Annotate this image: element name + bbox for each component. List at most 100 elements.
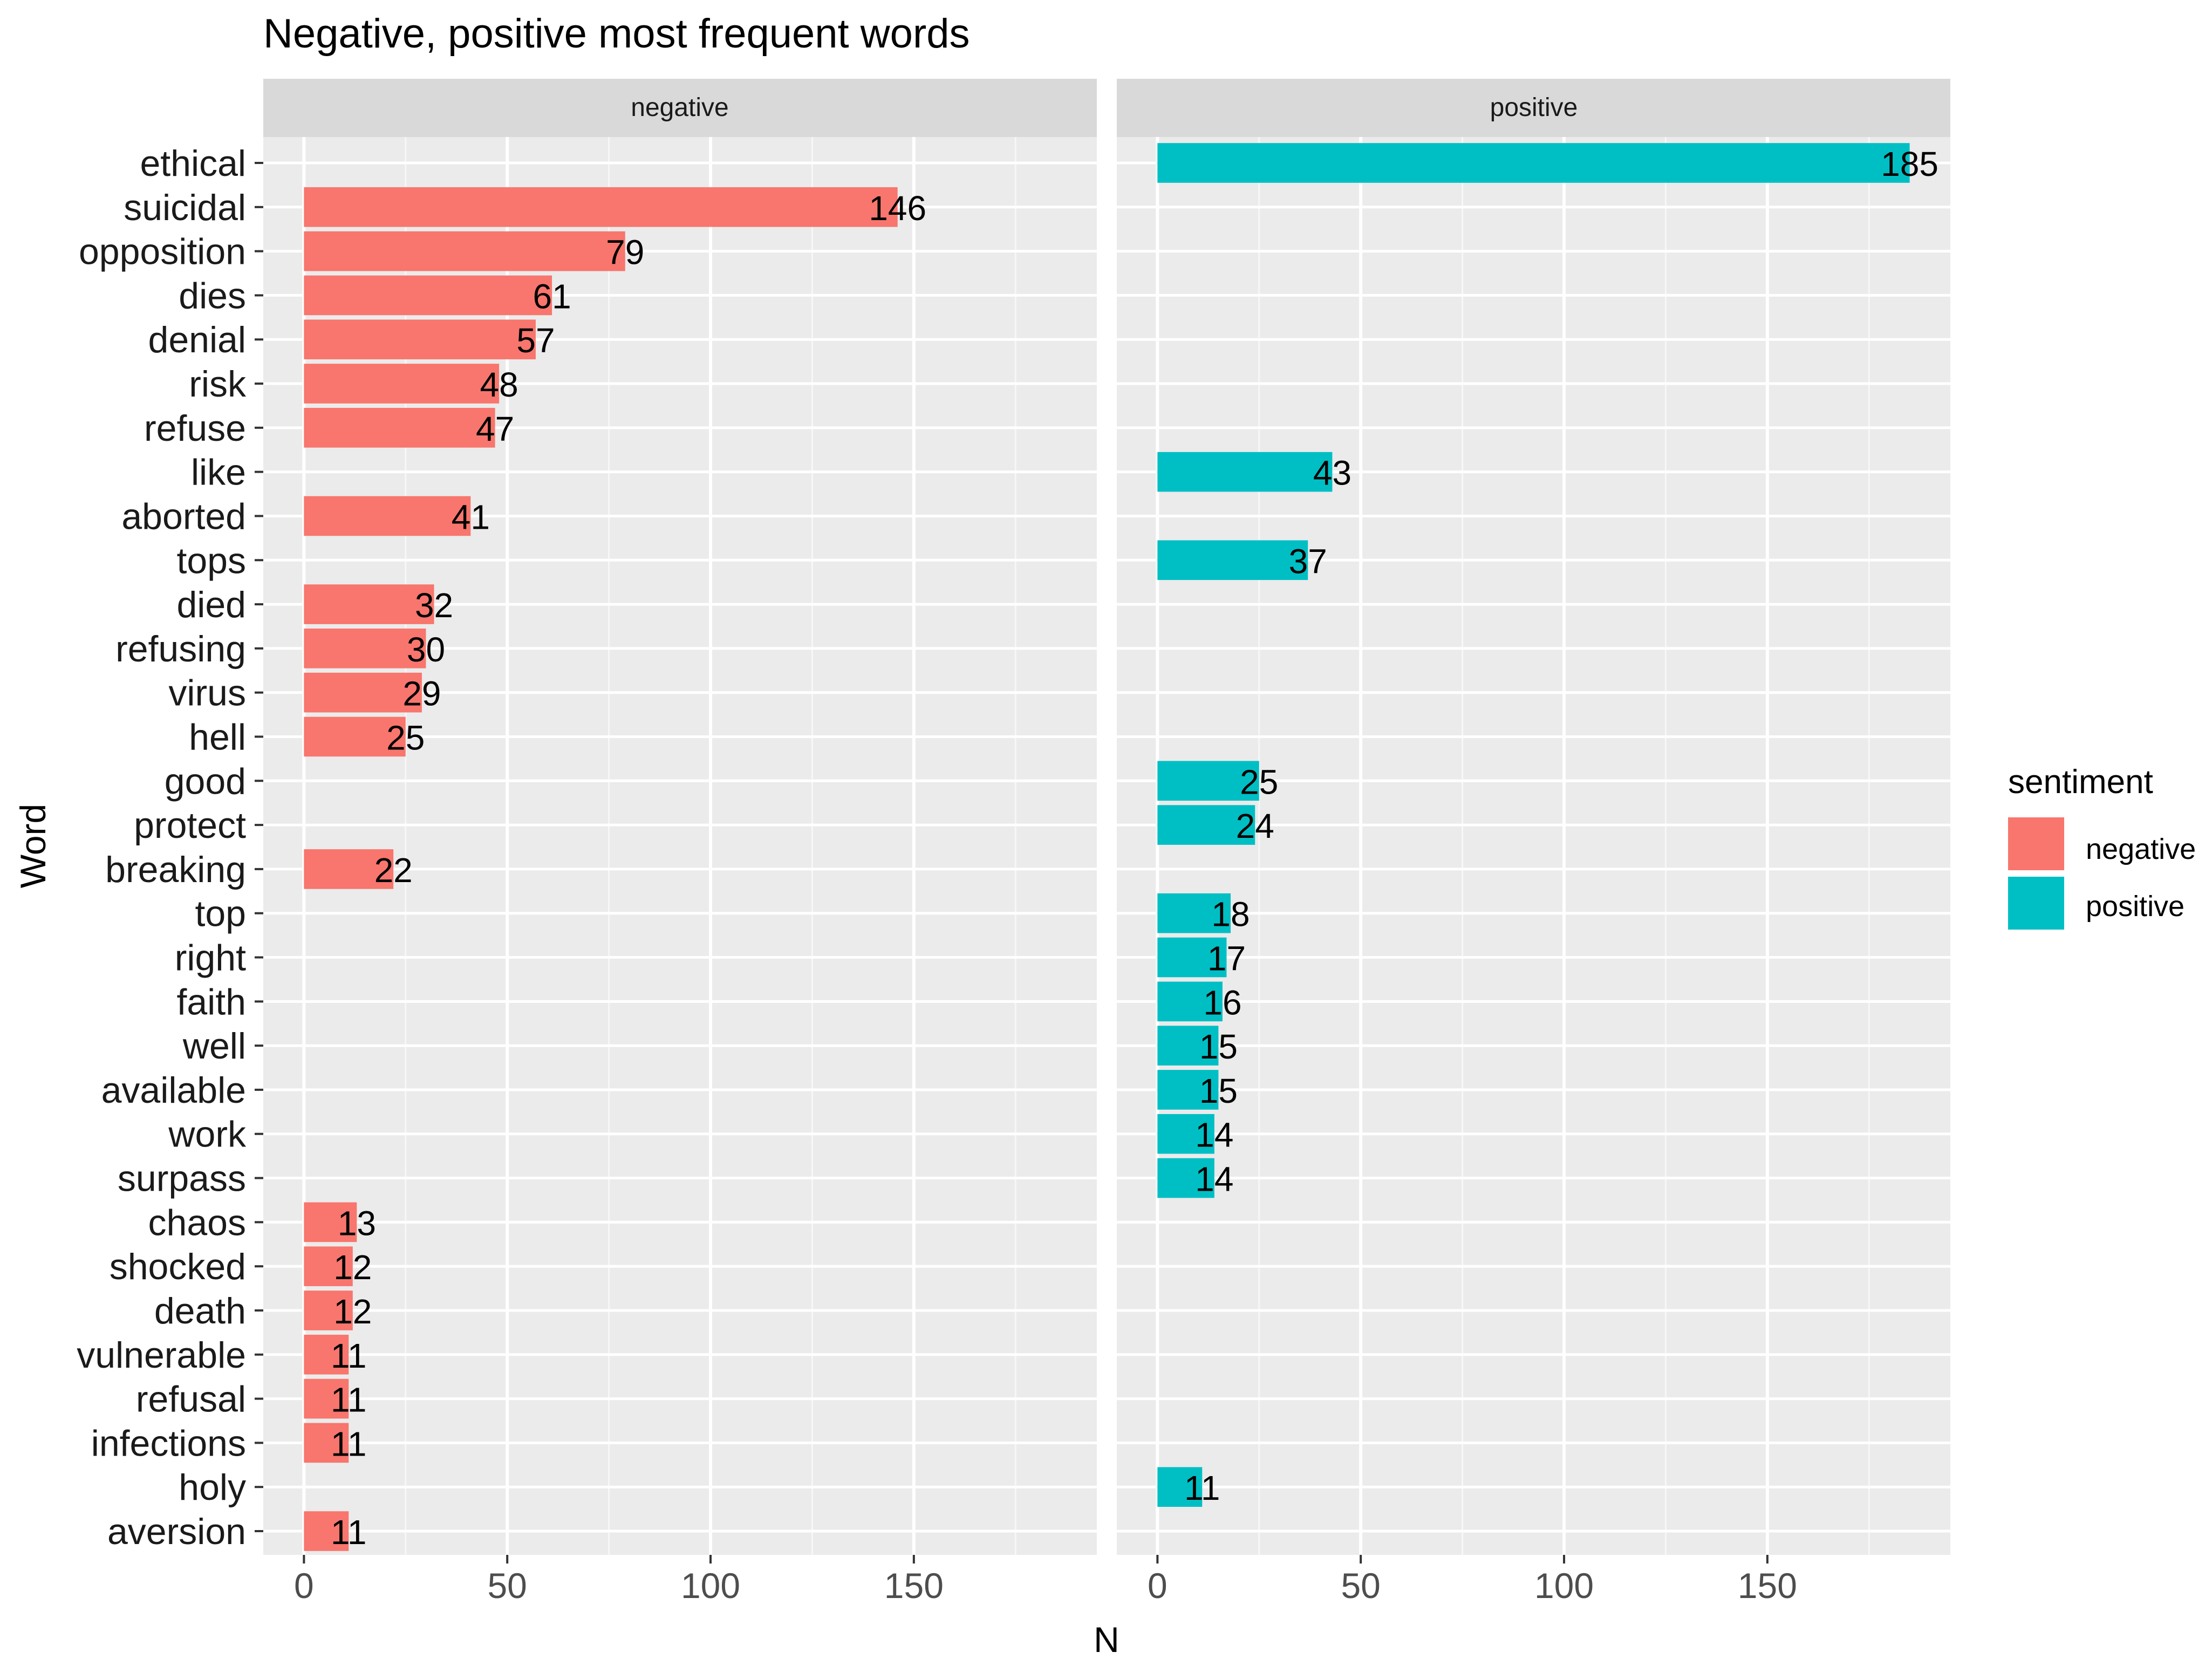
bar-negative-death — [304, 1291, 353, 1330]
data-label-negative-refuse: 47 — [476, 409, 514, 448]
x-axis-title: N — [1094, 1620, 1119, 1660]
legend-label-positive: positive — [2086, 890, 2184, 923]
data-label-positive-tops: 37 — [1289, 542, 1327, 581]
data-label-negative-virus: 29 — [402, 674, 441, 713]
x-axis: 0 50 100 150 0 50 100 150 — [294, 1555, 1797, 1606]
y-tick-label-chaos: chaos — [148, 1202, 246, 1243]
bar-negative-chaos — [304, 1202, 357, 1242]
y-tick-label-risk: risk — [189, 364, 247, 405]
data-label-negative-infections: 11 — [331, 1424, 366, 1463]
legend-title: sentiment — [2008, 763, 2153, 801]
bar-negative-died — [304, 584, 434, 624]
y-tick-label-aversion: aversion — [107, 1511, 246, 1552]
facet-strip-positive — [1117, 79, 1950, 137]
data-label-negative-breaking: 22 — [374, 851, 413, 890]
data-label-negative-chaos: 13 — [338, 1204, 376, 1242]
y-tick-label-suicidal: suicidal — [124, 187, 246, 228]
bar-negative-aborted — [304, 496, 471, 536]
y-tick-label-breaking: breaking — [105, 849, 246, 890]
y-tick-label-hell: hell — [189, 716, 246, 757]
bar-positive-well — [1157, 1026, 1219, 1066]
y-tick-label-good: good — [165, 761, 246, 802]
bar-negative-refusing — [304, 629, 426, 668]
data-label-negative-refusing: 30 — [407, 630, 445, 669]
panel-positive — [1117, 137, 1950, 1555]
y-tick-label-available: available — [101, 1070, 246, 1111]
y-tick-label-ethical: ethical — [140, 143, 246, 184]
bar-negative-shocked — [304, 1246, 353, 1286]
bar-negative-refuse — [304, 408, 495, 448]
data-label-positive-top: 18 — [1211, 895, 1250, 934]
legend: sentiment negative positive — [2008, 763, 2196, 930]
data-label-negative-vulnerable: 11 — [331, 1336, 366, 1375]
data-label-positive-ethical: 185 — [1881, 145, 1938, 183]
y-tick-label-refusing: refusing — [115, 629, 246, 670]
data-label-positive-available: 15 — [1199, 1071, 1238, 1110]
data-label-positive-right: 17 — [1207, 939, 1246, 978]
data-label-negative-death: 12 — [333, 1292, 372, 1331]
y-tick-label-refusal: refusal — [136, 1379, 246, 1420]
bar-negative-vulnerable — [304, 1334, 349, 1375]
y-tick-label-right: right — [175, 938, 246, 979]
bar-negative-suicidal — [304, 187, 898, 227]
legend-label-negative: negative — [2086, 833, 2196, 865]
bar-positive-holy — [1157, 1467, 1203, 1507]
bar-negative-denial — [304, 319, 536, 360]
data-label-positive-well: 15 — [1199, 1027, 1238, 1066]
y-tick-label-top: top — [195, 893, 246, 934]
bar-positive-available — [1157, 1070, 1219, 1110]
bar-positive-work — [1157, 1114, 1214, 1154]
bar-negative-risk — [304, 364, 500, 404]
y-tick-label-work: work — [168, 1114, 247, 1155]
data-label-negative-died: 32 — [415, 586, 453, 625]
y-tick-label-like: like — [191, 452, 246, 493]
gridlines — [263, 137, 1950, 1555]
data-label-negative-opposition: 79 — [606, 233, 644, 272]
data-label-negative-suicidal: 146 — [869, 189, 926, 228]
bar-positive-surpass — [1157, 1158, 1214, 1198]
x-tick-label: 50 — [487, 1566, 527, 1606]
data-label-negative-aversion: 11 — [331, 1513, 366, 1552]
x-tick-label: 150 — [1738, 1566, 1797, 1606]
legend-swatch-positive — [2008, 877, 2064, 930]
y-tick-label-surpass: surpass — [118, 1158, 246, 1199]
data-label-negative-risk: 48 — [480, 365, 518, 404]
bar-positive-good — [1157, 761, 1259, 801]
facet-label-negative: negative — [631, 93, 728, 122]
data-label-positive-holy: 11 — [1184, 1469, 1220, 1507]
x-tick-label: 0 — [1148, 1566, 1168, 1606]
data-label-negative-aborted: 41 — [452, 497, 490, 536]
y-tick-label-faith: faith — [176, 981, 246, 1022]
bar-negative-infections — [304, 1423, 349, 1463]
y-tick-label-opposition: opposition — [79, 231, 246, 272]
bar-negative-aversion — [304, 1511, 349, 1551]
y-tick-label-tops: tops — [176, 540, 246, 581]
bar-positive-ethical — [1157, 143, 1910, 183]
facet-label-positive: positive — [1490, 93, 1578, 122]
bar-negative-breaking — [304, 849, 394, 889]
legend-swatch-negative — [2008, 817, 2064, 870]
data-label-negative-denial: 57 — [516, 321, 555, 360]
data-label-negative-refusal: 11 — [331, 1381, 366, 1419]
y-tick-label-infections: infections — [91, 1423, 246, 1464]
data-label-positive-good: 25 — [1240, 762, 1278, 801]
data-label-negative-shocked: 12 — [333, 1248, 372, 1287]
y-tick-label-death: death — [154, 1291, 246, 1332]
data-label-positive-surpass: 14 — [1195, 1160, 1233, 1199]
x-tick-label: 100 — [1534, 1566, 1594, 1606]
bar-positive-tops — [1157, 540, 1308, 581]
bar-positive-protect — [1157, 805, 1255, 845]
y-tick-label-well: well — [182, 1026, 246, 1067]
bar-negative-virus — [304, 672, 422, 713]
bar-negative-hell — [304, 716, 406, 757]
y-tick-label-dies: dies — [179, 275, 246, 316]
y-tick-label-refuse: refuse — [144, 408, 246, 449]
data-label-negative-hell: 25 — [386, 718, 425, 757]
data-label-positive-faith: 16 — [1203, 983, 1241, 1022]
facet-strip-negative — [263, 79, 1097, 137]
y-axis: ethicalsuicidaloppositiondiesdenialriskr… — [77, 143, 263, 1552]
x-tick-label: 150 — [884, 1566, 944, 1606]
y-tick-label-virus: virus — [168, 673, 246, 714]
data-label-positive-work: 14 — [1195, 1116, 1233, 1155]
